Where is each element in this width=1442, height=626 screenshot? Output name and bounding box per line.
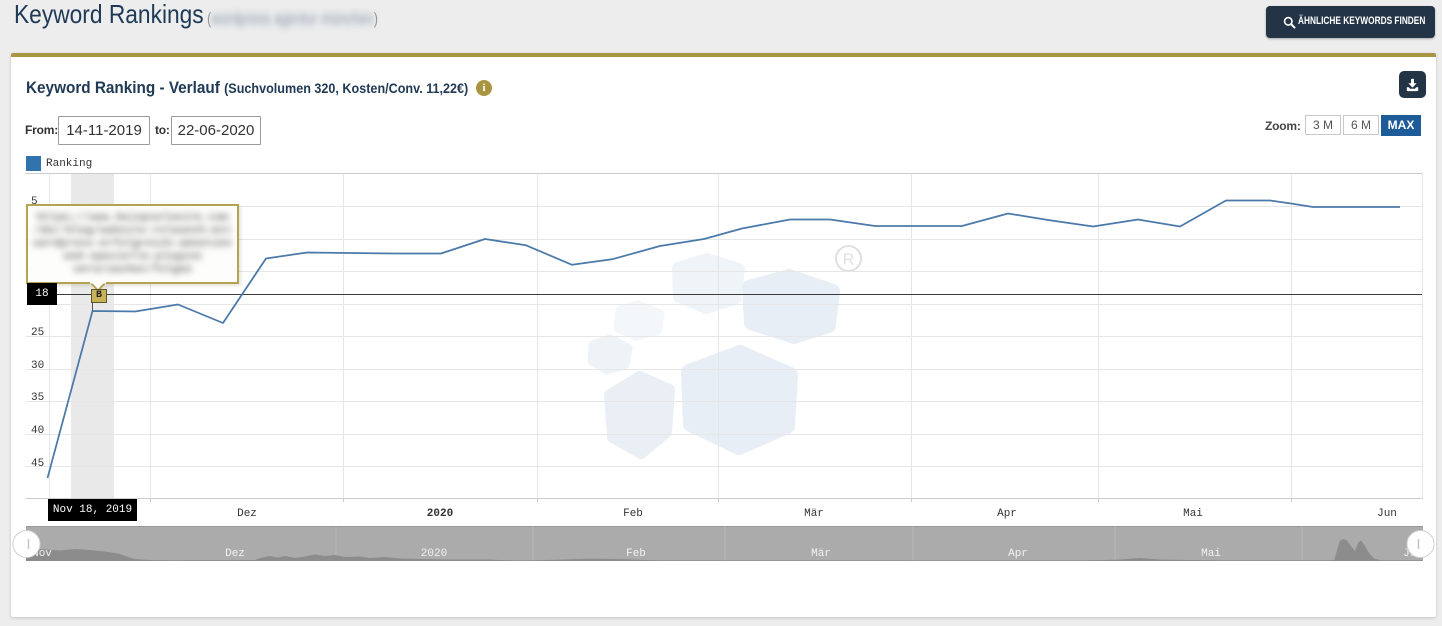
- svg-text:Mai: Mai: [1201, 548, 1221, 560]
- svg-text:2020: 2020: [421, 548, 447, 560]
- svg-text:25: 25: [31, 327, 44, 339]
- svg-text:R: R: [843, 252, 855, 269]
- svg-text:Feb: Feb: [626, 548, 646, 560]
- svg-text:Dez: Dez: [225, 548, 245, 560]
- svg-text:30: 30: [31, 360, 44, 372]
- svg-text:35: 35: [31, 392, 44, 404]
- svg-text:Mär: Mär: [811, 548, 831, 560]
- svg-text:Feb: Feb: [623, 508, 643, 520]
- svg-text:Dez: Dez: [237, 508, 257, 520]
- svg-text:2020: 2020: [427, 508, 453, 520]
- svg-text:Apr: Apr: [1008, 548, 1028, 560]
- svg-text:Apr: Apr: [997, 508, 1017, 520]
- svg-text:45: 45: [31, 458, 44, 470]
- svg-text:5: 5: [31, 196, 38, 208]
- svg-text:Mai: Mai: [1183, 508, 1203, 520]
- svg-text:Mär: Mär: [804, 508, 824, 520]
- svg-text:40: 40: [31, 425, 44, 437]
- svg-text:Jun: Jun: [1377, 508, 1397, 520]
